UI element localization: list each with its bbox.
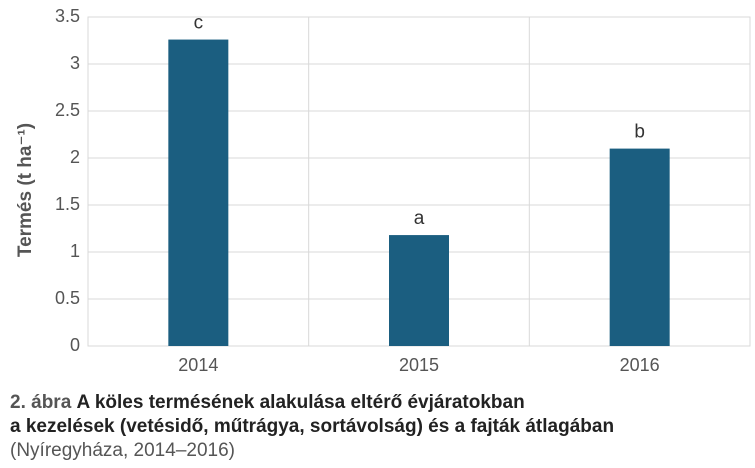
bar-2015 [389,235,449,346]
y-tick-label: 2 [70,147,80,167]
caption-title-line-1: A köles termésének alakulása eltérő évjá… [76,392,525,413]
figure-caption: 2. ábra A köles termésének alakulása elt… [10,391,750,463]
y-tick-label: 2.5 [55,100,80,120]
caption-title-line-2: a kezelések (vetésidő, műtrágya, sortávo… [10,416,615,437]
x-tick-label: 2016 [620,355,660,375]
y-tick-label: 3.5 [55,6,80,26]
significance-labels: c a b [194,13,645,230]
caption-location-years: (Nyíregyháza, 2014–2016) [10,440,235,461]
x-tick-labels: 2014 2015 2016 [178,355,659,375]
bars [168,39,670,347]
significance-label-2015: a [414,208,425,229]
y-tick-label: 1 [70,241,80,261]
y-tick-labels: 0 0.5 1 1.5 2 2.5 3 3.5 [55,6,80,355]
x-tick-label: 2015 [399,355,439,375]
figure-number: 2. ábra [10,392,72,413]
y-tick-label: 0.5 [55,288,80,308]
significance-label-2014: c [194,13,204,34]
bar-2014 [168,39,229,347]
significance-label-2016: b [634,122,645,143]
y-tick-label: 1.5 [55,194,80,214]
y-tick-label: 0 [70,335,80,355]
y-tick-label: 3 [70,53,80,73]
bar-chart: 0 0.5 1 1.5 2 2.5 3 3.5 2014 2015 2016 c a b Termés… [15,6,751,375]
y-axis-title: Termés (t ha⁻¹) [15,123,36,257]
bar-2016 [609,148,670,346]
x-tick-label: 2014 [178,355,218,375]
caption-line-1: 2. ábra A köles termésének alakulása elt… [10,391,750,415]
